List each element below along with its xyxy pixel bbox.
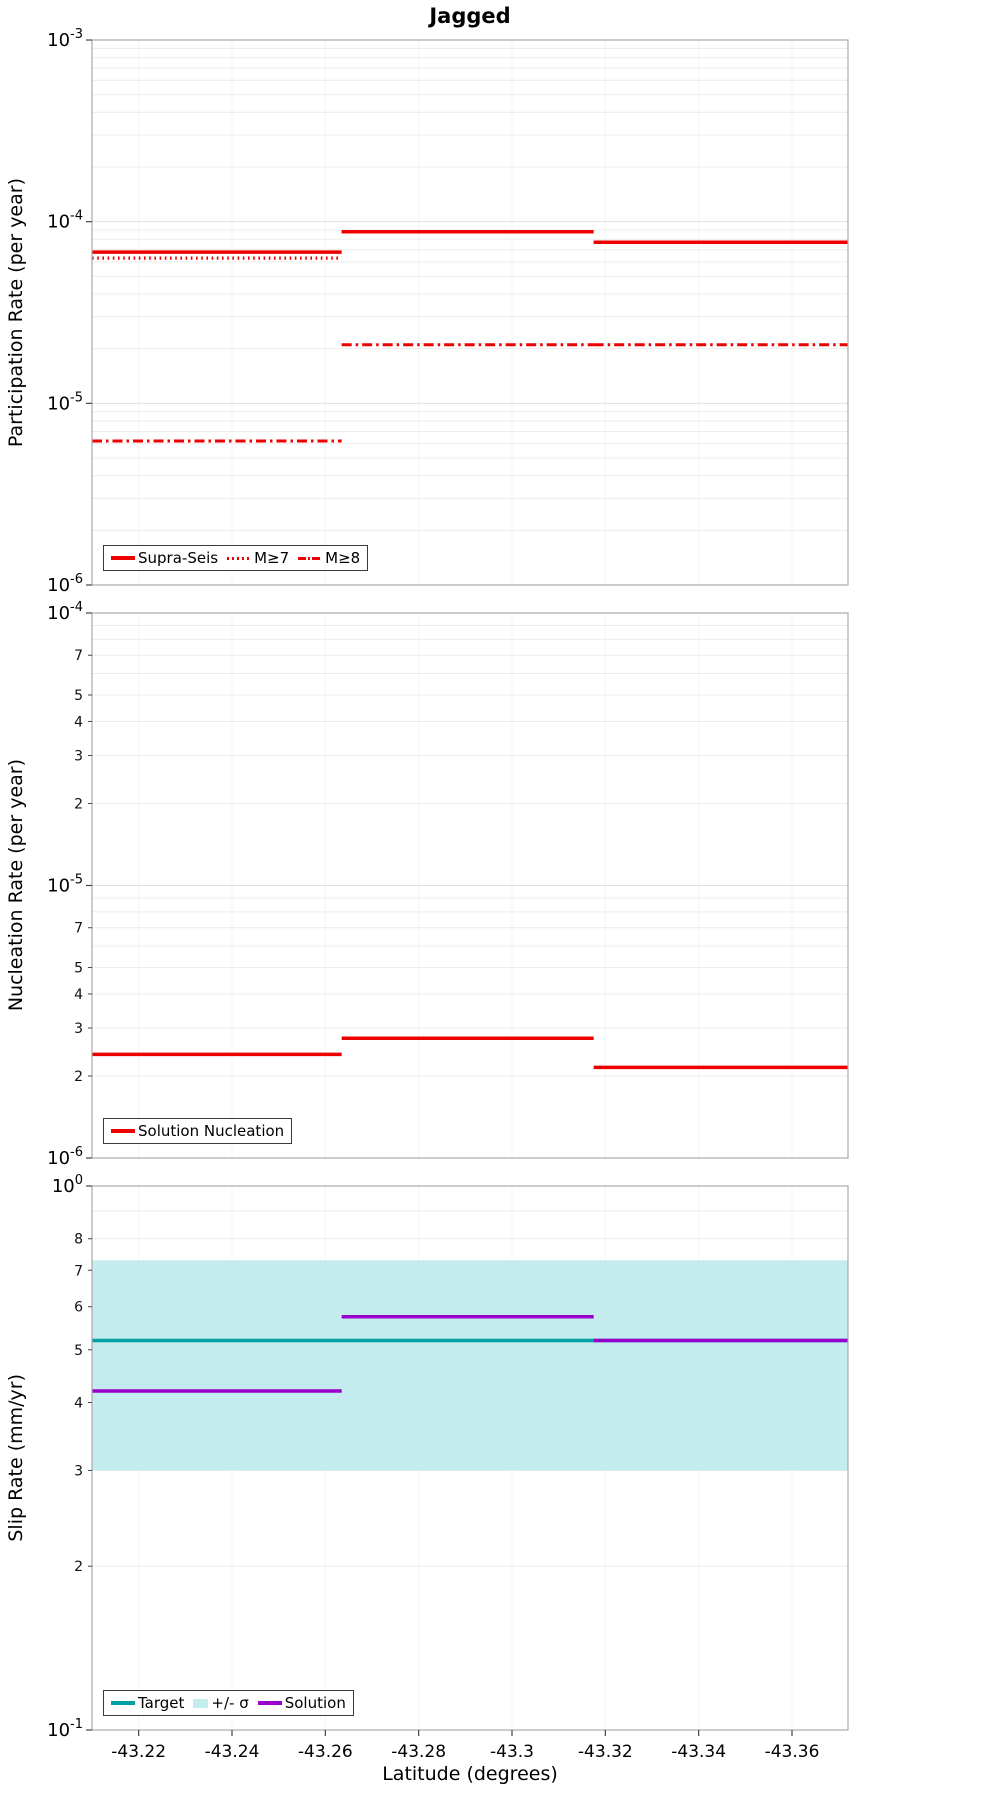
x-tick-label: -43.26: [298, 1742, 353, 1762]
x-tick-label: -43.36: [765, 1742, 820, 1762]
x-tick-label: -43.28: [391, 1742, 446, 1762]
y-minor-tick-label: 7: [74, 1263, 83, 1279]
m-ge-8-line-swatch: [298, 556, 323, 560]
x-tick-label: -43.24: [205, 1742, 260, 1762]
legend-label: M≥8: [325, 549, 361, 567]
y-minor-tick-label: 4: [74, 1395, 83, 1411]
x-axis-title: Latitude (degrees): [382, 1763, 558, 1785]
target-line-swatch: [111, 1701, 135, 1705]
y-minor-tick-label: 5: [74, 961, 83, 977]
x-tick-label: -43.3: [490, 1742, 534, 1762]
y-minor-tick-label: 8: [74, 1232, 83, 1248]
y-tick-label: 10-1: [47, 1717, 83, 1741]
y-minor-tick-label: 3: [74, 1021, 83, 1037]
legend-label: Target: [138, 1694, 185, 1712]
legend-item-supra-seis: Supra-Seis: [111, 549, 218, 567]
nucleation-legend: Solution Nucleation: [103, 1118, 293, 1144]
y-tick-label: 10-4: [47, 209, 83, 233]
y-minor-tick-label: 3: [74, 748, 83, 764]
y-tick-label: 10-6: [47, 1145, 83, 1169]
y-tick-label: 100: [52, 1173, 83, 1197]
slip-rate-legend: Target +/- σ Solution: [103, 1690, 354, 1716]
y-minor-tick-label: 2: [74, 796, 83, 812]
y-tick-label: 10-4: [47, 600, 83, 624]
solution-line-swatch: [257, 1701, 282, 1705]
x-tick-label: -43.32: [578, 1742, 633, 1762]
legend-label: Solution Nucleation: [138, 1122, 285, 1140]
y-tick-label: 10-6: [47, 572, 83, 596]
supra-seis-line-swatch: [111, 556, 135, 560]
legend-label: Solution: [284, 1694, 346, 1712]
y-minor-tick-label: 5: [74, 1343, 83, 1359]
x-tick-label: -43.22: [111, 1742, 166, 1762]
y-tick-label: 10-5: [47, 873, 83, 897]
legend-item-target: Target: [111, 1694, 184, 1712]
sigma-band: [92, 1260, 848, 1471]
y-minor-tick-label: 2: [74, 1069, 83, 1085]
sigma-band-swatch: [193, 1698, 209, 1708]
legend-item-m-ge-7: M≥7: [227, 549, 289, 567]
panel-nucleation: 10-4 10-5 10-6 7 5 4 3 2 7 5 4 3 2: [47, 600, 849, 1169]
panel-participation: 10-3 10-4 10-5 10-6: [47, 27, 849, 596]
chart-title: Jagged: [429, 4, 511, 28]
legend-item-m-ge-8: M≥8: [298, 549, 360, 567]
y-tick-label: 10-5: [47, 390, 83, 414]
y-minor-tick-label: 7: [74, 648, 83, 664]
legend-item-sigma-band: +/- σ: [193, 1694, 249, 1712]
legend-label: M≥7: [254, 549, 290, 567]
solution-nucleation-line-swatch: [111, 1129, 135, 1133]
legend-label: Supra-Seis: [138, 549, 219, 567]
y-minor-tick-label: 6: [74, 1300, 83, 1316]
y-minor-tick-label: 4: [74, 987, 83, 1003]
legend-label: +/- σ: [211, 1694, 249, 1712]
legend-item-solution-nucleation: Solution Nucleation: [111, 1122, 284, 1140]
y-minor-tick-label: 4: [74, 714, 83, 730]
y-minor-tick-label: 7: [74, 921, 83, 937]
y-minor-tick-label: 3: [74, 1463, 83, 1479]
x-tick-label: -43.34: [671, 1742, 726, 1762]
y-minor-tick-label: 2: [74, 1559, 83, 1575]
m-ge-7-line-swatch: [227, 556, 252, 560]
y-minor-tick-label: 5: [74, 688, 83, 704]
participation-legend: Supra-Seis M≥7 M≥8: [103, 545, 369, 571]
panel-slip-rate: 100 10-1 8 7 6 5 4 3 2: [47, 1173, 849, 1741]
legend-item-solution: Solution: [257, 1694, 346, 1712]
y-tick-label: 10-3: [47, 27, 83, 51]
